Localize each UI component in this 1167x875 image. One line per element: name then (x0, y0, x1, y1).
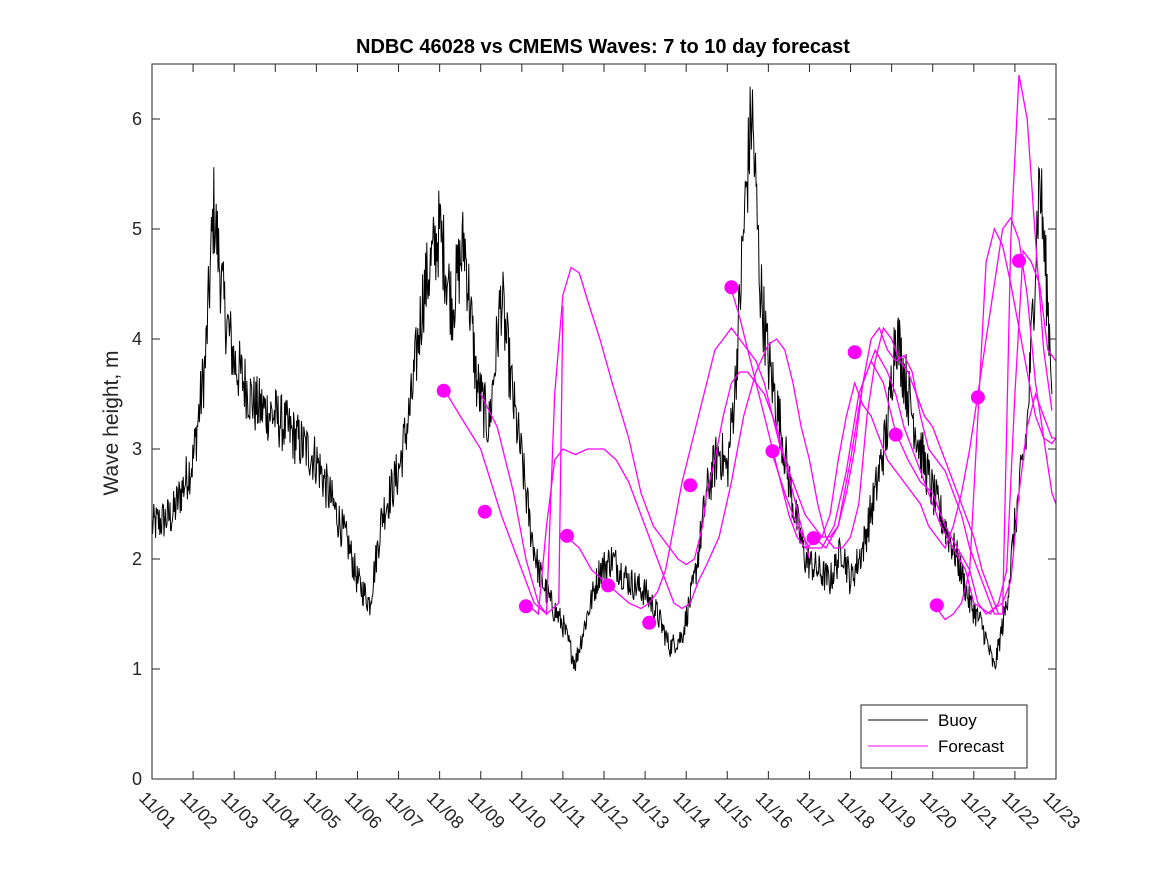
forecast-run-line-2 (480, 266, 811, 616)
forecast-marker (847, 345, 862, 360)
forecast-run-line-1 (443, 305, 564, 615)
y-tick-label: 6 (132, 109, 142, 129)
forecast-run-line-6 (771, 359, 1056, 615)
forecast-marker (436, 383, 451, 398)
buoy-series-line (152, 86, 1053, 671)
legend: Buoy Forecast (860, 704, 1028, 769)
legend-box (860, 704, 1028, 769)
chart-title: NDBC 46028 vs CMEMS Waves: 7 to 10 day f… (356, 36, 850, 58)
forecast-marker (806, 531, 821, 546)
forecast-run-line-8 (936, 227, 1056, 621)
forecast-marker (724, 280, 739, 295)
forecast-marker (929, 598, 944, 613)
y-axis-label: Wave height, m (100, 350, 123, 495)
y-tick-label: 4 (132, 329, 142, 349)
y-tick-label: 3 (132, 439, 142, 459)
forecast-marker (560, 528, 574, 543)
y-tick-label: 1 (132, 659, 142, 679)
forecast-marker (477, 504, 492, 519)
forecast-marker (888, 427, 903, 442)
legend-forecast-label: Forecast (938, 737, 1004, 756)
forecast-marker (970, 390, 985, 405)
forecast-marker (683, 478, 698, 493)
y-tick-label: 5 (132, 219, 142, 239)
legend-buoy-label: Buoy (938, 711, 977, 730)
forecast-run-line-7 (813, 249, 1056, 615)
forecast-run-line-5 (730, 216, 1056, 550)
plot-area (152, 74, 1056, 671)
forecast-marker (642, 615, 657, 630)
forecast-run-line-3 (525, 326, 1000, 616)
forecast-marker (765, 444, 780, 459)
y-tick-label: 0 (132, 769, 142, 789)
forecast-marker (518, 599, 533, 614)
forecast-marker (601, 578, 616, 593)
forecast-marker (1012, 253, 1026, 268)
y-tick-label: 2 (132, 549, 142, 569)
